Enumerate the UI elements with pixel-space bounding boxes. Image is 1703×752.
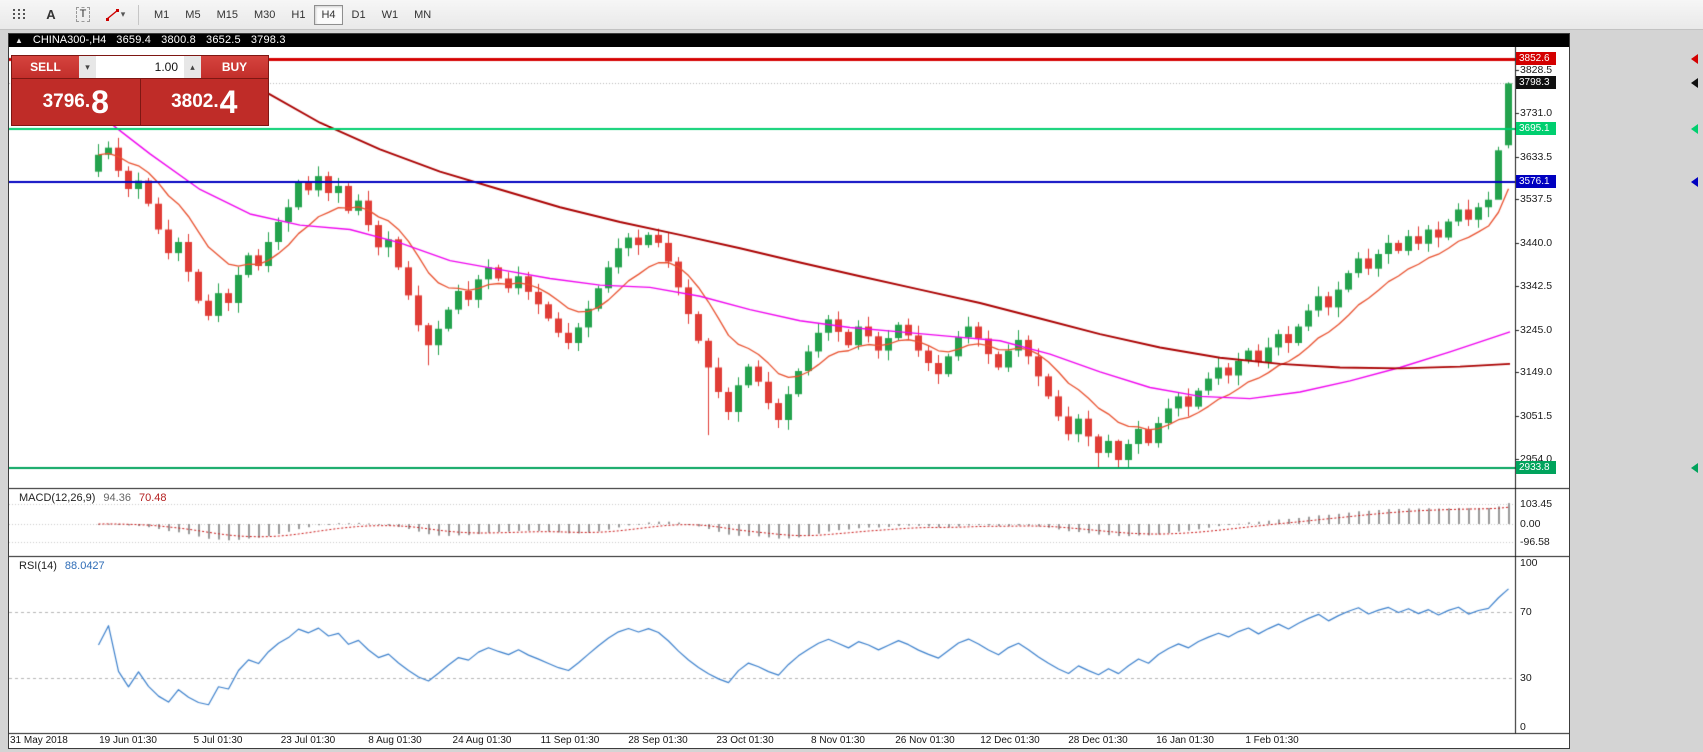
macd-scale-label: 103.45 xyxy=(1520,498,1553,510)
buy-price-display[interactable]: 3802. 4 xyxy=(140,79,268,125)
current-price-tag: 3798.3 xyxy=(1516,76,1556,89)
time-axis-label: 11 Sep 01:30 xyxy=(540,735,600,746)
one-click-trading-panel: SELL ▾ ▴ BUY 3796.8 3802.4 xyxy=(11,55,269,126)
ohlc-open: 3659.4 xyxy=(116,34,152,46)
volume-increase-button[interactable]: ▴ xyxy=(184,56,201,78)
price-tag: 3576.1 xyxy=(1516,175,1556,188)
price-scale-label: 3342.5 xyxy=(1520,280,1553,292)
time-axis-label: 5 Jul 01:30 xyxy=(193,735,243,746)
text-annotation-button[interactable]: A xyxy=(36,3,66,27)
letter-a-icon: A xyxy=(46,7,56,22)
caret-down-icon: ▾ xyxy=(85,61,90,72)
trendline-icon xyxy=(105,9,119,21)
timeframe-button-W1[interactable]: W1 xyxy=(375,5,406,25)
time-axis-label: 24 Aug 01:30 xyxy=(452,735,512,746)
macd-indicator-label: MACD(12,26,9) 94.36 70.48 xyxy=(19,492,166,504)
time-axis-label: 19 Jun 01:30 xyxy=(99,735,157,746)
text-label-button[interactable]: T xyxy=(68,3,98,27)
title-triangle-icon: ▲ xyxy=(15,36,23,45)
price-scale-label: 3440.0 xyxy=(1520,237,1553,249)
line-edge-marker xyxy=(1691,124,1698,134)
volume-decrease-button[interactable]: ▾ xyxy=(79,56,96,78)
price-tag: 3852.6 xyxy=(1516,52,1556,65)
timeframe-button-H1[interactable]: H1 xyxy=(284,5,312,25)
caret-up-icon: ▴ xyxy=(190,61,195,72)
top-toolbar: A T ▾ M1 M5 M15 M30 H1 H4 D1 W1 MN xyxy=(0,0,1703,30)
timeframe-button-D1[interactable]: D1 xyxy=(345,5,373,25)
timeframe-button-M15[interactable]: M15 xyxy=(210,5,245,25)
right-edge-markers xyxy=(1688,0,1703,752)
time-axis-label: 16 Jan 01:30 xyxy=(1156,735,1214,746)
ohlc-close: 3798.3 xyxy=(250,34,286,46)
macd-scale-label: 0.00 xyxy=(1520,518,1541,530)
chart-symbol-label: CHINA300-,H4 xyxy=(32,34,107,46)
time-axis-label: 31 May 2018 xyxy=(10,735,68,746)
sell-price-main: 3796. xyxy=(42,91,91,112)
timeframe-button-M5[interactable]: M5 xyxy=(178,5,207,25)
line-edge-marker xyxy=(1691,177,1698,187)
chevron-down-icon: ▾ xyxy=(120,9,126,19)
line-studies-button[interactable]: ▾ xyxy=(100,3,130,27)
price-scale-label: 3731.0 xyxy=(1520,107,1553,119)
macd-signal-value: 70.48 xyxy=(138,492,167,504)
price-tag: 2933.8 xyxy=(1516,461,1556,474)
time-axis-label: 1 Feb 01:30 xyxy=(1245,735,1299,746)
chart-grid-button[interactable] xyxy=(4,3,34,27)
sell-price-display[interactable]: 3796. 8 xyxy=(12,79,141,125)
grid-dots-icon xyxy=(12,9,25,19)
time-axis-label: 8 Nov 01:30 xyxy=(811,735,865,746)
sell-button[interactable]: SELL xyxy=(12,56,79,78)
timeframe-button-M1[interactable]: M1 xyxy=(147,5,176,25)
price-scale-label: 3633.5 xyxy=(1520,151,1553,163)
line-edge-marker xyxy=(1691,463,1698,473)
macd-name: MACD(12,26,9) xyxy=(19,492,96,504)
macd-value: 94.36 xyxy=(103,492,131,504)
price-scale-label: 3051.5 xyxy=(1520,410,1553,422)
time-axis-label: 8 Aug 01:30 xyxy=(368,735,422,746)
sell-price-pip: 8 xyxy=(91,84,109,120)
price-scale-label: 3828.5 xyxy=(1520,64,1553,76)
chart-canvas[interactable] xyxy=(9,47,1569,748)
rsi-scale-label: 100 xyxy=(1520,557,1538,569)
timeframe-button-H4[interactable]: H4 xyxy=(314,4,343,25)
macd-scale-label: -96.58 xyxy=(1520,536,1550,548)
price-scale-label: 3537.5 xyxy=(1520,193,1553,205)
chart-window: ▲ CHINA300-,H4 3659.4 3800.8 3652.5 3798… xyxy=(8,33,1570,749)
ohlc-high: 3800.8 xyxy=(161,34,196,46)
letter-t-icon: T xyxy=(75,7,91,22)
line-edge-marker xyxy=(1691,54,1698,64)
line-edge-marker xyxy=(1691,78,1698,88)
time-axis-label: 12 Dec 01:30 xyxy=(980,735,1040,746)
price-scale[interactable]: 3828.5 3731.0 3633.5 3537.5 3440.0 3342.5 3245… xyxy=(1515,47,1569,734)
time-axis-label: 28 Dec 01:30 xyxy=(1068,735,1128,746)
rsi-value: 88.0427 xyxy=(64,560,105,572)
rsi-scale-label: 0 xyxy=(1520,721,1526,733)
toolbar-separator xyxy=(138,4,139,25)
buy-price-main: 3802. xyxy=(171,91,219,112)
time-axis-label: 28 Sep 01:30 xyxy=(628,735,688,746)
price-scale-label: 3149.0 xyxy=(1520,366,1553,378)
buy-button[interactable]: BUY xyxy=(201,56,268,78)
time-scale[interactable]: 31 May 2018 19 Jun 01:30 5 Jul 01:30 23 Jul… xyxy=(9,734,1515,749)
timeframe-button-MN[interactable]: MN xyxy=(407,5,438,25)
rsi-name: RSI(14) xyxy=(19,560,57,572)
volume-input[interactable] xyxy=(96,56,184,78)
time-axis-label: 26 Nov 01:30 xyxy=(895,735,955,746)
rsi-scale-label: 30 xyxy=(1520,672,1532,684)
buy-price-pip: 4 xyxy=(219,84,238,120)
time-axis-label: 23 Jul 01:30 xyxy=(280,735,336,746)
ohlc-low: 3652.5 xyxy=(206,34,241,46)
rsi-scale-label: 70 xyxy=(1520,606,1532,618)
time-axis-label: 23 Oct 01:30 xyxy=(716,735,774,746)
timeframe-button-M30[interactable]: M30 xyxy=(247,5,282,25)
chart-title-bar: ▲ CHINA300-,H4 3659.4 3800.8 3652.5 3798… xyxy=(9,34,1569,47)
price-scale-label: 3245.0 xyxy=(1520,324,1553,336)
timeframe-buttons: M1 M5 M15 M30 H1 H4 D1 W1 MN xyxy=(147,4,438,25)
rsi-indicator-label: RSI(14) 88.0427 xyxy=(19,560,105,572)
price-tag: 3695.1 xyxy=(1516,122,1556,135)
